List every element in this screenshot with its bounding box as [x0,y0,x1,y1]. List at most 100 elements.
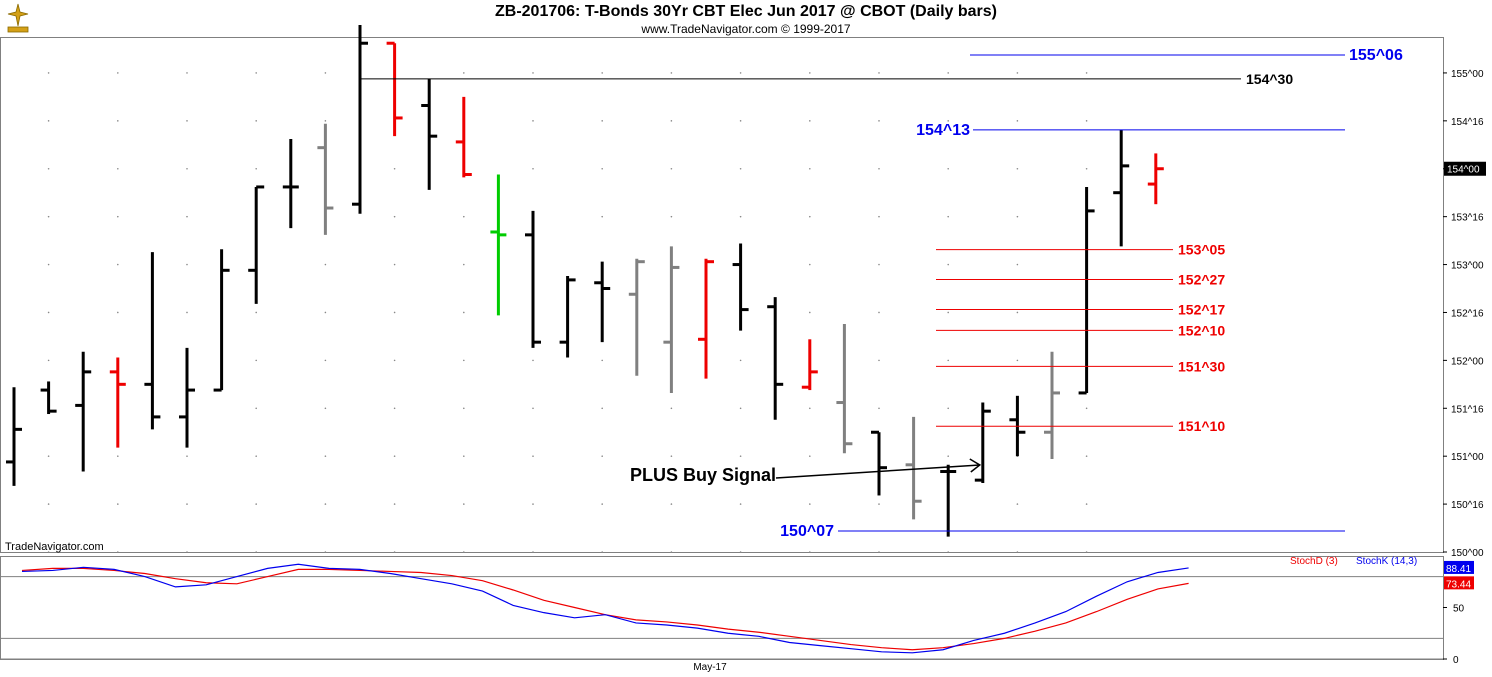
grid-dot [1016,167,1019,170]
grid-dot [186,215,188,218]
grid-dot [47,311,50,314]
grid-dot [117,120,119,122]
grid-dot [255,503,257,505]
grid-dot [117,167,119,170]
grid-dot [255,407,257,410]
ohlc-bar [1147,153,1164,205]
price-levels: 155^06 154^30 154^13 153^05 152^27 152^17 152^… [360,47,1403,540]
grid-dot [393,407,396,410]
stochastic-axis-label: 50 [1453,604,1465,615]
grid-dot [670,215,673,218]
stochastic-last-value: 73.44 [1446,579,1471,590]
grid-dot [47,503,50,505]
ohlc-bar [905,416,922,520]
trade-navigator-logo-icon [3,2,33,34]
grid-dot [739,359,742,362]
grid-dot [463,72,465,74]
chart-title: ZB-201706: T-Bonds 30Yr CBT Elec Jun 201… [495,3,997,20]
annotation-arrow-line [775,464,980,479]
grid-dot [1016,120,1019,122]
last-price-box [1444,161,1486,176]
grid-dot [670,455,673,457]
price-axis-label: 152^16 [1451,308,1484,319]
ohlc-bars [6,25,1164,537]
grid-dot [809,407,811,410]
ohlc-bar [75,351,92,472]
stochastic-pane-frame [0,556,1444,660]
grid-dot [670,551,673,553]
grid-dot [186,551,188,553]
grid-dot [601,551,603,553]
grid-dot [1085,407,1088,410]
ohlc-bar [386,41,403,137]
grid-dot [670,407,673,410]
grid-dot [255,72,257,74]
price-axis: 150^00 150^16 151^00 151^16 152^00 152^16 153^… [1443,69,1486,559]
grid-dot [47,551,50,553]
annotation-arrow-head [969,458,982,473]
grid-dot [117,263,119,266]
grid-dot [393,503,396,505]
grid-dot [255,455,257,457]
ohlc-bar [974,402,991,484]
grid-dot [947,311,949,314]
ohlc-bar [767,297,784,420]
price-axis-label: 154^16 [1451,117,1484,128]
grid-dot [878,167,880,170]
grid-dot [1016,551,1019,553]
price-axis-label: 151^00 [1451,452,1484,463]
grid-dot [393,263,396,266]
grid-dot [324,359,327,362]
grid-dot [1085,120,1088,122]
grid-dot [463,455,465,457]
grid-dot [117,72,119,74]
grid-dot [186,120,188,122]
grid-dot [324,311,327,314]
grid-dot [255,311,257,314]
grid-dot [739,551,742,553]
grid-dot [1016,72,1019,74]
grid-dot [47,455,50,457]
grid-dot [324,407,327,410]
grid-dot [324,120,327,122]
price-level-label: 154^30 [1246,71,1293,87]
grid-dot [255,167,257,170]
ohlc-bar [559,276,576,358]
grid-dot [117,551,119,553]
grid-dot [601,407,603,410]
grid-dot [947,551,949,553]
grid-dot [463,407,465,410]
grid-dot [739,167,742,170]
grid-dot [739,455,742,457]
price-level-label: 152^17 [1178,301,1225,317]
price-level-label: 152^10 [1178,322,1225,338]
grid-dot [47,72,50,74]
ohlc-bar [248,185,265,304]
price-level-label: 151^30 [1178,358,1225,374]
last-price-label: 154^00 [1447,165,1480,176]
grid-dot [1016,263,1019,266]
grid-dot [809,263,811,266]
grid-dot [186,455,188,457]
grid-dot [878,551,880,553]
grid-dot [532,455,534,457]
grid-dot [393,359,396,362]
grid-dot [1085,167,1088,170]
grid-dot [255,551,257,553]
price-axis-label: 150^16 [1451,500,1484,511]
grid-dot [947,167,949,170]
grid-dot [601,503,603,505]
price-axis-label: 152^00 [1451,356,1484,367]
grid-dot [670,503,673,505]
stochastic-last-value: 88.41 [1446,564,1471,575]
grid-dot [1085,72,1088,74]
grid-dot [670,120,673,122]
grid-dot [878,215,880,218]
grid-dot [1016,215,1019,218]
stochastic-legend-label: StochD (3) [1290,556,1338,567]
grid-dot [878,407,880,410]
grid-dot [532,407,534,410]
grid-dot [324,455,327,457]
grid-dot [809,311,811,314]
grid-dot [809,503,811,505]
